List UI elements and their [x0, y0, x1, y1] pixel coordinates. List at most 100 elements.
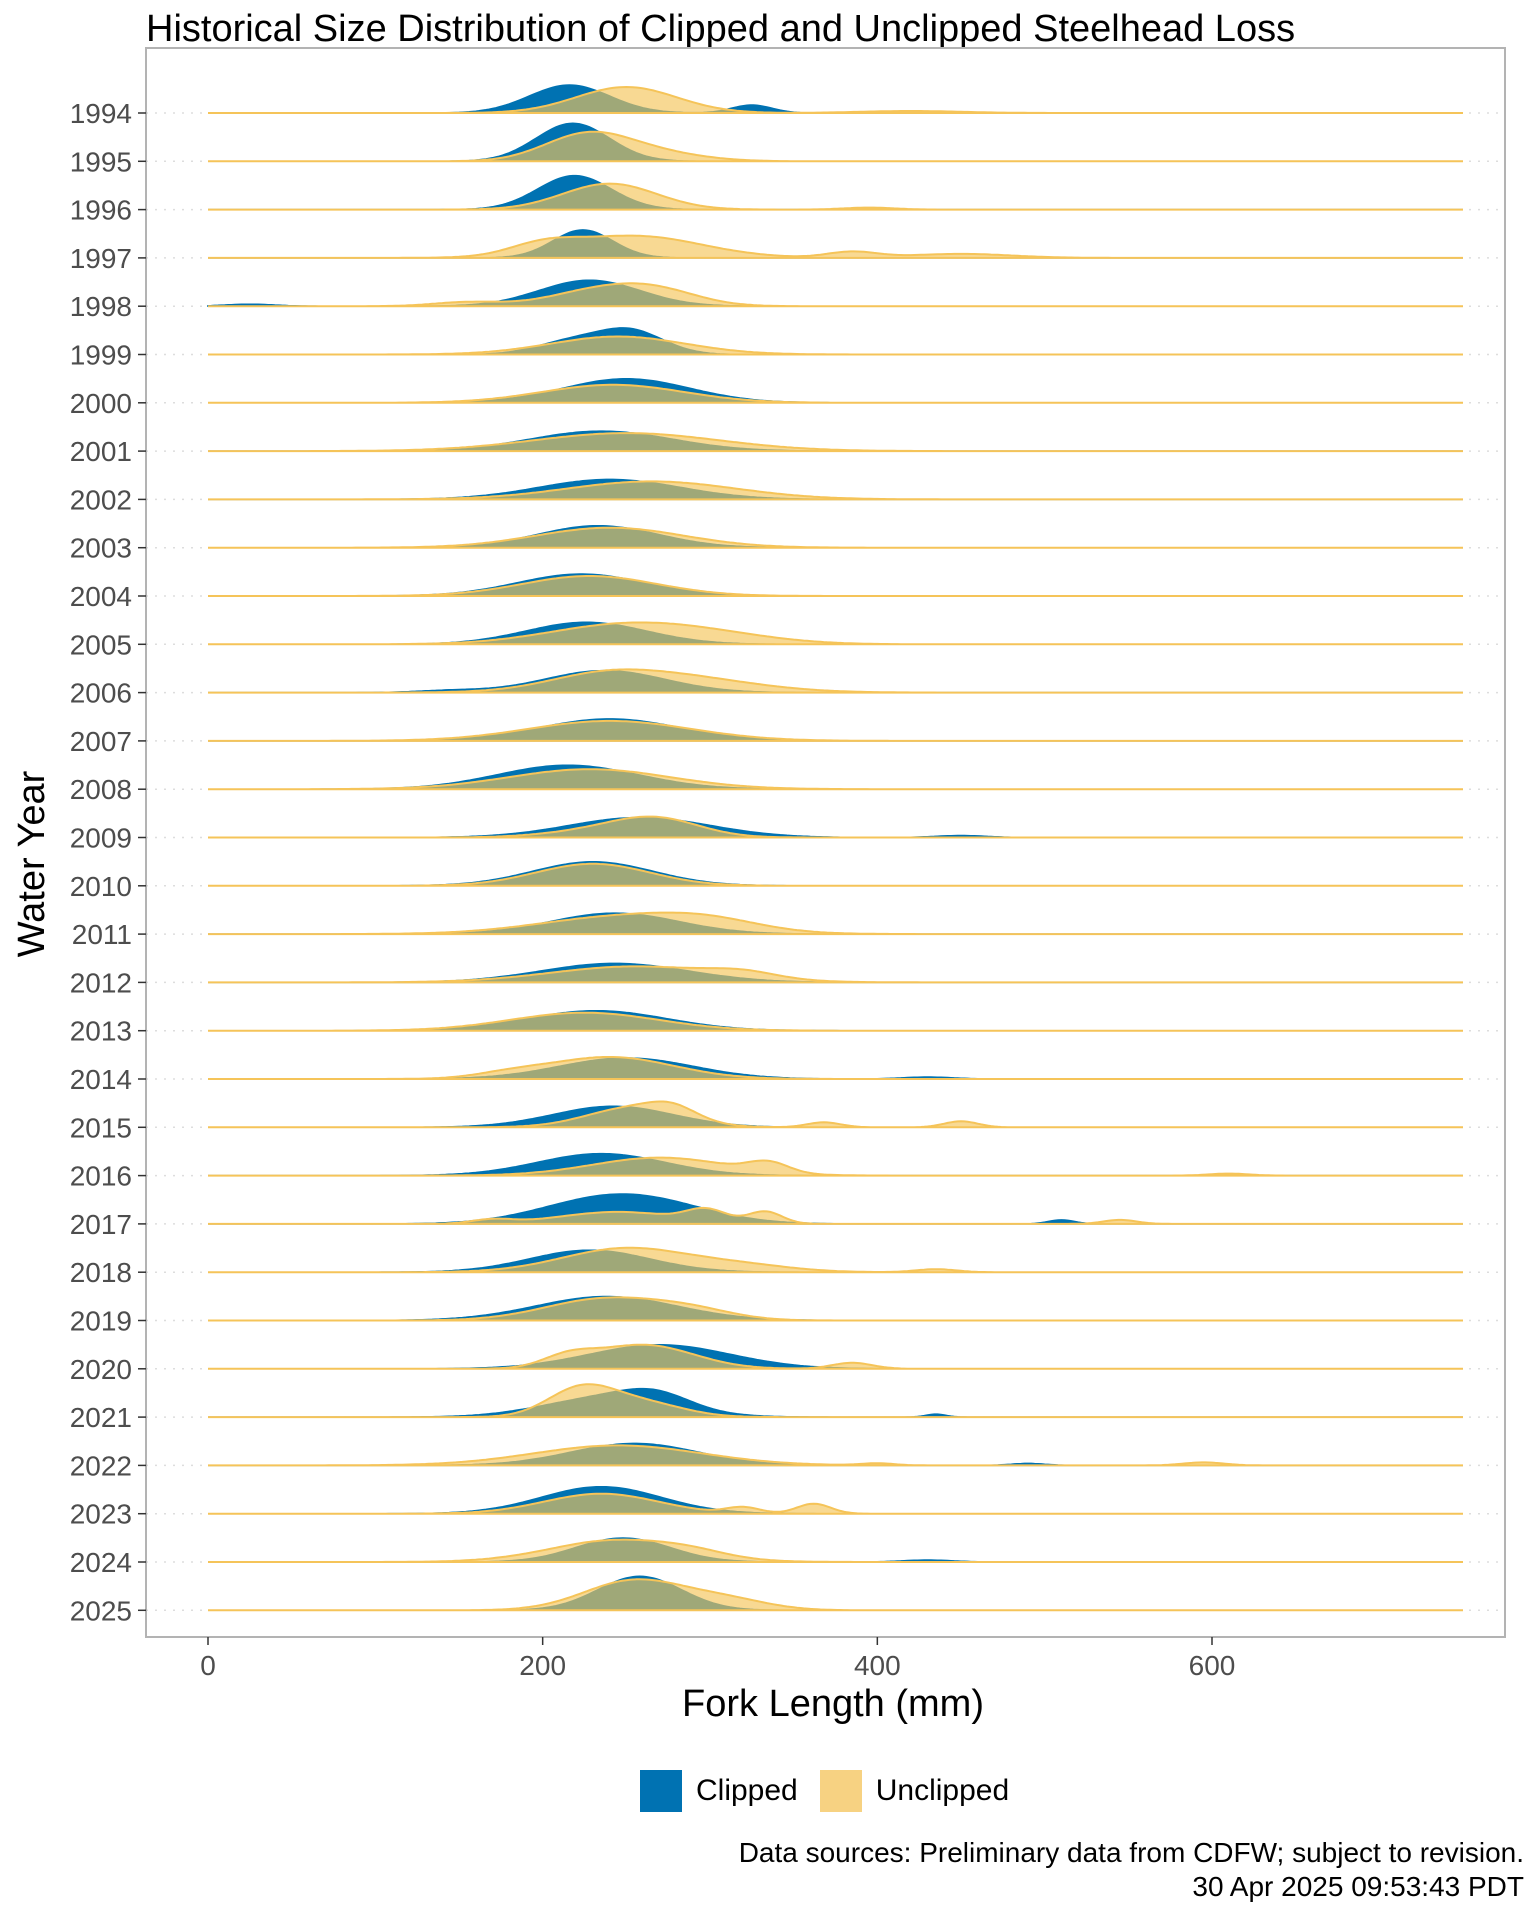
y-tick-label-2002: 2002	[70, 484, 132, 515]
x-tick-label-400: 400	[854, 1650, 901, 1681]
x-tick-label-0: 0	[200, 1650, 216, 1681]
ridge-clipped-1999	[208, 327, 1463, 356]
ridge-unclipped-2021	[208, 1383, 1463, 1419]
ridge-unclipped-2022	[208, 1444, 1463, 1467]
y-tick-label-2024: 2024	[70, 1547, 132, 1578]
ridge-clipped-2000	[208, 378, 1463, 404]
chart-title: Historical Size Distribution of Clipped …	[146, 8, 1296, 50]
ridge-clipped-2012	[208, 962, 1463, 984]
ridges	[207, 84, 1463, 1612]
ridge-unclipped-1999	[208, 335, 1463, 356]
ridge-clipped-2009	[208, 816, 1463, 839]
y-tick-label-1995: 1995	[70, 146, 132, 177]
ridge-clipped-2016	[208, 1152, 1463, 1177]
ridge-unclipped-1998	[208, 282, 1463, 308]
ridge-clipped-2024	[208, 1537, 1463, 1563]
y-axis-title: Water Year	[11, 770, 53, 957]
y-tick-label-1996: 1996	[70, 195, 132, 226]
y-tick-label-2014: 2014	[70, 1064, 132, 1095]
y-axis-ticks: 2025 2024 2023 2022 2021 2020 2019 2018 2017 2016…	[70, 98, 146, 1626]
y-tick-label-2022: 2022	[70, 1450, 132, 1481]
ridge-unclipped-2007	[208, 719, 1463, 742]
x-tick-label-200: 200	[519, 1650, 566, 1681]
y-tick-label-2009: 2009	[70, 823, 132, 854]
ridge-unclipped-2016	[208, 1156, 1463, 1177]
y-tick-label-1997: 1997	[70, 243, 132, 274]
ridge-unclipped-2017	[208, 1206, 1463, 1225]
y-tick-label-2023: 2023	[70, 1499, 132, 1530]
y-tick-label-2006: 2006	[70, 678, 132, 709]
y-tick-label-2020: 2020	[70, 1354, 132, 1385]
ridge-clipped-1995	[208, 122, 1463, 163]
ridge-clipped-2003	[208, 524, 1463, 549]
x-axis-ticks: 0 200 400 600	[200, 1637, 1235, 1681]
x-axis-title: Fork Length (mm)	[682, 1683, 984, 1725]
y-tick-label-2004: 2004	[70, 581, 132, 612]
legend-item-unclipped: Unclipped	[819, 1770, 1010, 1812]
ridge-unclipped-2014	[208, 1056, 1463, 1080]
ridge-unclipped-2012	[208, 965, 1463, 984]
ridge-clipped-2017	[208, 1193, 1463, 1225]
ridge-unclipped-2009	[208, 815, 1463, 839]
legend: Clipped Unclipped	[640, 1768, 1031, 1814]
ridge-unclipped-2013	[208, 1011, 1463, 1032]
ridge-unclipped-1994	[208, 85, 1463, 114]
y-tick-label-2013: 2013	[70, 1016, 132, 1047]
legend-swatch-clipped	[640, 1770, 682, 1812]
legend-swatch-unclipped	[819, 1770, 862, 1812]
ridge-unclipped-2018	[208, 1246, 1463, 1274]
ridge-clipped-2002	[208, 478, 1463, 501]
y-tick-label-2015: 2015	[70, 1112, 132, 1143]
ridge-unclipped-2024	[208, 1538, 1463, 1563]
y-tick-label-2010: 2010	[70, 871, 132, 902]
y-tick-label-2005: 2005	[70, 629, 132, 660]
ridge-unclipped-2002	[208, 480, 1463, 501]
ridge-unclipped-2025	[208, 1578, 1463, 1612]
ridge-unclipped-2005	[208, 621, 1463, 646]
legend-label-unclipped: Unclipped	[875, 1774, 1010, 1807]
ridge-clipped-1996	[208, 174, 1463, 211]
ridge-unclipped-2006	[208, 668, 1463, 694]
ridge-clipped-2014	[208, 1057, 1463, 1080]
y-tick-label-2001: 2001	[70, 436, 132, 467]
y-tick-label-1999: 1999	[70, 340, 132, 371]
ridge-clipped-2007	[208, 718, 1463, 742]
y-tick-label-1998: 1998	[70, 291, 132, 322]
ridge-unclipped-2015	[208, 1100, 1463, 1129]
timestamp: 30 Apr 2025 09:53:43 PDT	[1192, 1871, 1524, 1902]
y-tick-label-2011: 2011	[72, 919, 132, 950]
ridge-clipped-1998	[207, 279, 1463, 307]
y-tick-label-2007: 2007	[70, 726, 132, 757]
ridge-unclipped-2020	[208, 1343, 1463, 1370]
panel-border	[145, 47, 1506, 1638]
legend-label-clipped: Clipped	[696, 1774, 798, 1807]
ridge-unclipped-2001	[208, 432, 1463, 453]
y-tick-label-2012: 2012	[70, 967, 132, 998]
ridge-clipped-2018	[208, 1249, 1463, 1273]
ridge-unclipped-2010	[208, 862, 1463, 887]
ridge-clipped-1994	[208, 84, 1463, 114]
y-tick-label-2017: 2017	[70, 1209, 132, 1240]
ridge-clipped-2005	[208, 621, 1463, 646]
y-tick-label-2000: 2000	[70, 388, 132, 419]
ridge-clipped-2019	[208, 1295, 1463, 1322]
ridge-unclipped-2019	[208, 1296, 1463, 1322]
y-tick-label-2003: 2003	[70, 533, 132, 564]
ridge-clipped-2010	[208, 861, 1463, 887]
y-tick-label-1994: 1994	[70, 98, 132, 129]
ridge-clipped-2022	[208, 1442, 1463, 1467]
data-source-note: Data sources: Preliminary data from CDFW…	[738, 1837, 1524, 1868]
ridge-clipped-2001	[208, 430, 1463, 452]
ridge-unclipped-2003	[208, 526, 1463, 549]
ridge-unclipped-2004	[208, 575, 1463, 597]
ridge-unclipped-2023	[208, 1492, 1463, 1515]
ridge-clipped-2004	[208, 573, 1463, 597]
ridge-clipped-2025	[208, 1575, 1463, 1612]
y-tick-label-2008: 2008	[70, 774, 132, 805]
ridge-clipped-2011	[208, 912, 1463, 935]
ridge-clipped-2006	[208, 669, 1463, 694]
ridge-unclipped-2000	[208, 383, 1463, 404]
ridge-clipped-2008	[208, 764, 1463, 790]
ridge-unclipped-1996	[208, 182, 1463, 211]
gridlines	[146, 112, 1505, 1612]
